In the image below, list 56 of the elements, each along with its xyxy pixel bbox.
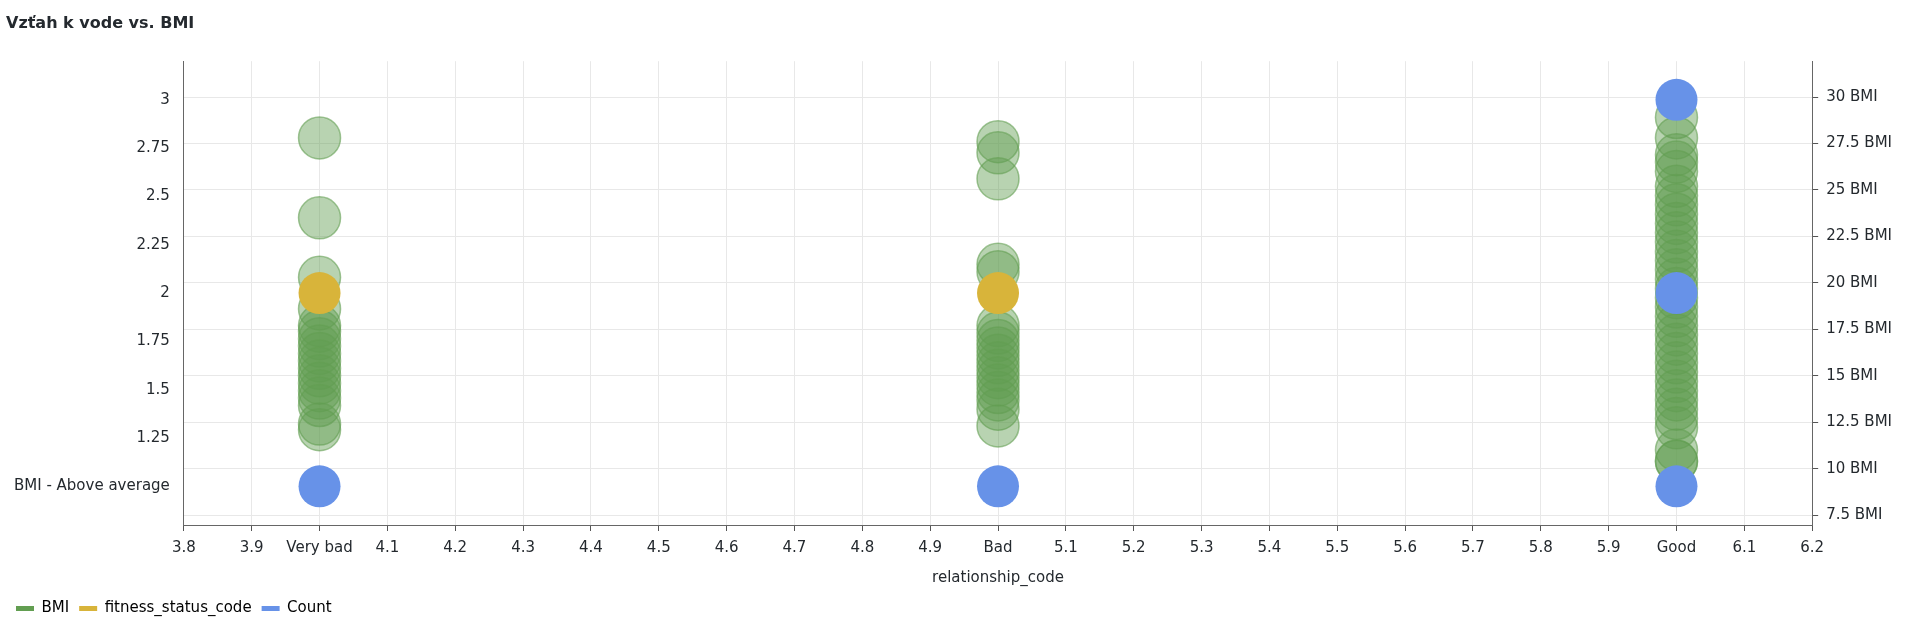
y-tick-label: 2.5 bbox=[145, 186, 170, 205]
point bbox=[1655, 465, 1698, 508]
x-tick-label: 5.5 bbox=[1325, 537, 1350, 556]
point bbox=[977, 465, 1020, 508]
y2-tick-label: 25 BMI bbox=[1826, 179, 1878, 198]
x-tick-label: 4.2 bbox=[443, 537, 468, 556]
point bbox=[298, 465, 341, 508]
legend-label: fitness_status_code bbox=[104, 598, 252, 618]
x-axis-title: relationship_code bbox=[932, 567, 1064, 587]
y2-tick-label: 20 BMI bbox=[1826, 272, 1878, 291]
legend-label: BMI bbox=[41, 598, 70, 617]
y-tick-label: 2.75 bbox=[136, 138, 170, 157]
x-tick-label: Very bad bbox=[286, 537, 353, 556]
chart-title: Vzťah k vode vs. BMI bbox=[6, 12, 195, 32]
x-tick-label: 4.7 bbox=[782, 537, 807, 556]
y-tick-label: 1.5 bbox=[145, 379, 170, 398]
x-tick-label: 4.4 bbox=[579, 537, 603, 556]
legend-label: Count bbox=[287, 598, 332, 617]
x-tick-label: Bad bbox=[983, 537, 1013, 556]
x-tick-label: 4.3 bbox=[511, 537, 536, 556]
x-tick-label: 5.2 bbox=[1121, 537, 1146, 556]
x-tick-label: 5.7 bbox=[1461, 537, 1485, 556]
x-tick-label: 3.8 bbox=[171, 537, 196, 556]
point bbox=[977, 272, 1020, 315]
y2-tick-label: 27.5 BMI bbox=[1826, 133, 1893, 152]
x-tick-label: 4.8 bbox=[850, 537, 875, 556]
y-tick-label: 2 bbox=[160, 282, 170, 301]
x-tick-label: 6.1 bbox=[1732, 537, 1757, 556]
x-tick-label: 5.4 bbox=[1257, 537, 1282, 556]
point bbox=[1655, 78, 1698, 121]
y2-tick-label: 10 BMI bbox=[1826, 458, 1878, 477]
x-tick-label: 5.1 bbox=[1053, 537, 1078, 556]
y-tick-label: BMI - Above average bbox=[13, 476, 170, 495]
x-tick-label: 4.1 bbox=[375, 537, 400, 556]
y2-tick-label: 7.5 BMI bbox=[1826, 505, 1883, 524]
y-tick-label: 2.25 bbox=[136, 234, 170, 253]
y-tick-label: 1.75 bbox=[136, 331, 170, 350]
x-tick-label: Good bbox=[1656, 537, 1697, 556]
y-tick-label: 1.25 bbox=[136, 427, 170, 446]
x-tick-label: 5.9 bbox=[1596, 537, 1621, 556]
x-tick-label: 3.9 bbox=[239, 537, 264, 556]
x-tick-label: 5.3 bbox=[1189, 537, 1214, 556]
x-tick-label: 6.2 bbox=[1800, 537, 1825, 556]
y2-tick-label: 12.5 BMI bbox=[1826, 412, 1893, 431]
point bbox=[1655, 272, 1698, 315]
x-tick-label: 4.5 bbox=[646, 537, 671, 556]
x-tick-label: 4.6 bbox=[714, 537, 739, 556]
y2-tick-label: 22.5 BMI bbox=[1826, 226, 1893, 245]
x-tick-label: 5.6 bbox=[1393, 537, 1418, 556]
y2-tick-label: 30 BMI bbox=[1826, 86, 1878, 105]
y-tick-label: 3 bbox=[160, 89, 170, 108]
point bbox=[298, 272, 341, 315]
x-tick-label: 5.8 bbox=[1528, 537, 1553, 556]
y2-tick-label: 17.5 BMI bbox=[1826, 319, 1893, 338]
x-tick-label: 4.9 bbox=[918, 537, 943, 556]
y2-tick-label: 15 BMI bbox=[1826, 365, 1878, 384]
